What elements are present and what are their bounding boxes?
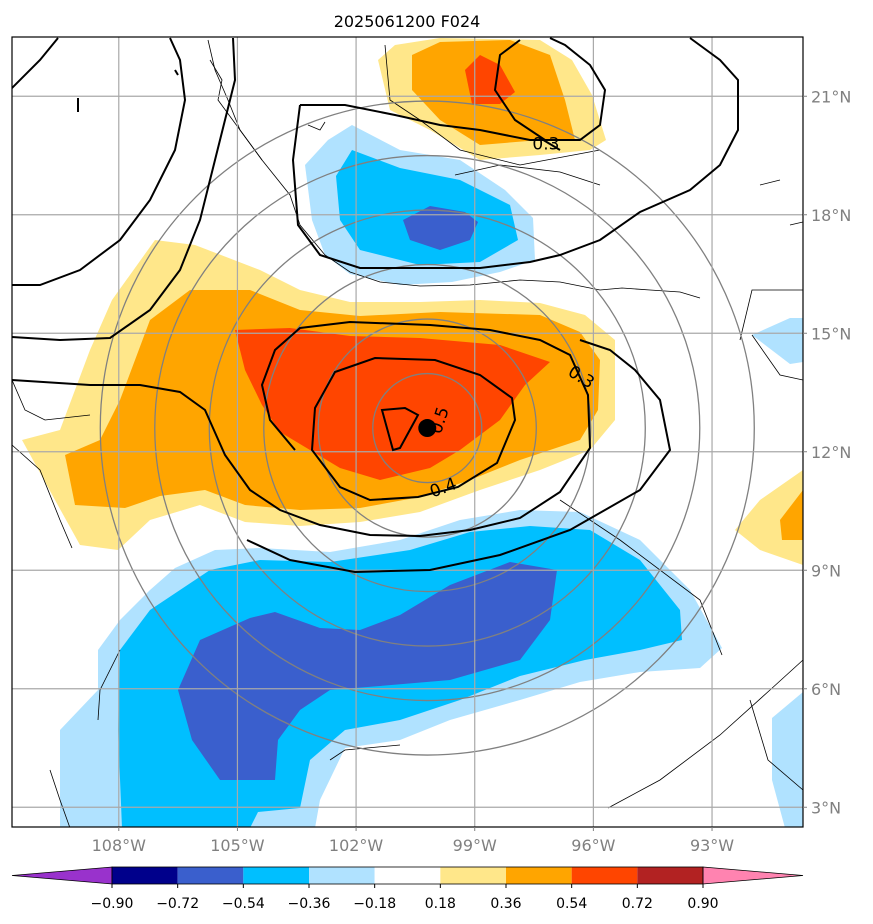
x-tick-label-1: 105°W	[210, 836, 265, 855]
range-ring-4	[208, 209, 646, 647]
contour-label-0: 0.3	[532, 135, 559, 155]
colorbar-tick-label-0: −0.90	[91, 896, 134, 912]
contours	[12, 37, 739, 574]
range-ring-3	[263, 263, 592, 593]
colorbar-segment-1	[177, 867, 244, 884]
colorbar-tick-label-9: 0.90	[687, 896, 718, 912]
field-positive-east	[735, 470, 803, 565]
chart-title: 2025061200 F024	[334, 12, 481, 31]
colorbar-tick-label-1: −0.72	[156, 896, 199, 912]
colorbar-tick-label-8: 0.72	[622, 896, 653, 912]
colorbar-segment-2	[243, 867, 309, 884]
y-tick-labels: 3°N 6°N 9°N 12°N 15°N 18°N 21°N	[803, 87, 851, 817]
field-negative-southeast	[772, 692, 803, 827]
colorbar-extend-low	[11, 866, 113, 885]
map-area: 0.30.30.50.4	[12, 37, 803, 827]
y-tick-label-2: 9°N	[811, 561, 841, 580]
colorbar-tick-label-4: −0.18	[353, 896, 396, 912]
colorbar-frame	[111, 866, 704, 885]
field-negative-north	[305, 125, 535, 285]
field-negative-east	[752, 318, 803, 364]
y-tick-label-4: 15°N	[811, 324, 851, 343]
x-tick-labels: 108°W 105°W 102°W 99°W 96°W 93°W	[92, 827, 734, 855]
colorbar-segment-7	[571, 867, 638, 884]
y-tick-label-1: 6°N	[811, 680, 841, 699]
storm-center-marker	[418, 419, 437, 438]
colorbar-segment-4	[374, 867, 441, 884]
x-tick-label-0: 108°W	[92, 836, 147, 855]
map-frame	[11, 36, 804, 828]
range-rings	[99, 100, 755, 756]
colorbar-segment-8	[637, 867, 703, 884]
colorbar-tick-label-5: 0.18	[425, 896, 456, 912]
colorbar-tick-labels: −0.90 −0.72 −0.54 −0.36 −0.18 0.18 0.36 0.54 0.7…	[91, 884, 719, 912]
range-ring-1	[372, 372, 483, 484]
colorbar-extend-high	[702, 866, 804, 885]
colorbar-tick-label-3: −0.36	[288, 896, 331, 912]
x-tick-label-4: 96°W	[571, 836, 615, 855]
field-positive-main	[22, 240, 615, 550]
colorbar-segment-6	[506, 867, 572, 884]
colorbar-tick-label-6: 0.36	[490, 896, 521, 912]
field-negative-south	[60, 510, 722, 827]
y-tick-label-5: 18°N	[811, 206, 851, 225]
x-tick-label-5: 93°W	[690, 836, 734, 855]
y-tick-label-6: 21°N	[811, 87, 851, 106]
colorbar	[11, 866, 804, 885]
y-tick-label-3: 12°N	[811, 443, 851, 462]
colorbar-tick-label-7: 0.54	[556, 896, 587, 912]
range-ring-5	[154, 154, 701, 702]
range-ring-6	[99, 100, 755, 756]
colorbar-tick-label-2: −0.54	[222, 896, 265, 912]
y-tick-label-0: 3°N	[811, 798, 841, 817]
range-ring-2	[317, 318, 537, 538]
colorbar-segment-5	[440, 867, 506, 884]
x-tick-label-3: 99°W	[453, 836, 497, 855]
colorbar-segment-3	[309, 867, 375, 884]
field-positive-north	[378, 38, 606, 160]
colorbar-segment-0	[112, 867, 178, 884]
x-tick-label-2: 102°W	[329, 836, 384, 855]
